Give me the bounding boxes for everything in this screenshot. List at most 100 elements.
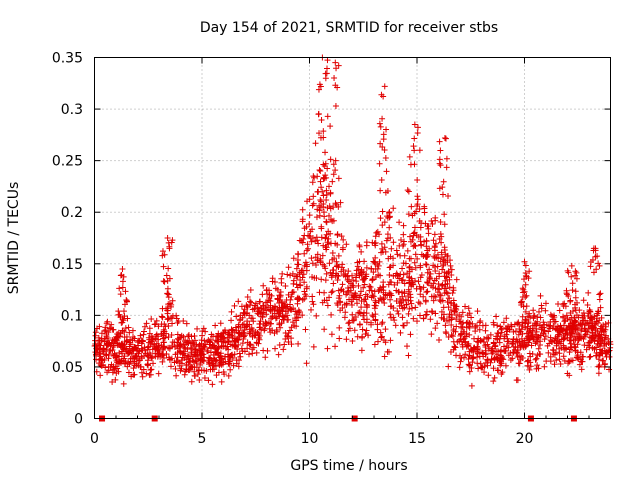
data-point: [169, 237, 176, 244]
data-point: [606, 347, 613, 354]
data-point: [220, 334, 227, 341]
data-point: [380, 283, 387, 290]
data-point: [503, 343, 510, 350]
data-point: [220, 369, 227, 376]
data-point: [372, 260, 379, 267]
data-point: [397, 296, 404, 303]
data-point: [414, 255, 421, 262]
data-point: [415, 234, 422, 241]
data-point: [513, 350, 520, 357]
data-point: [353, 296, 360, 303]
data-point: [570, 337, 577, 344]
data-point: [595, 363, 602, 370]
data-point: [434, 320, 441, 327]
data-point: [113, 336, 120, 343]
data-point: [387, 303, 394, 310]
data-point: [591, 346, 598, 353]
data-point: [122, 288, 129, 295]
data-point: [129, 333, 136, 340]
data-point: [360, 309, 367, 316]
data-point: [601, 334, 608, 341]
data-point: [361, 281, 368, 288]
data-point: [593, 315, 600, 322]
data-point: [148, 355, 155, 362]
data-point: [397, 329, 404, 336]
data-point: [226, 331, 233, 338]
data-point: [537, 292, 544, 299]
data-point: [531, 322, 538, 329]
data-point: [475, 365, 482, 372]
data-point: [186, 358, 193, 365]
data-point: [123, 298, 130, 305]
data-point: [485, 372, 492, 379]
data-point: [310, 193, 317, 200]
data-point: [329, 218, 336, 225]
data-point: [166, 275, 173, 282]
data-point: [161, 321, 168, 328]
data-point: [566, 334, 573, 341]
data-point: [521, 276, 528, 283]
data-point: [335, 203, 342, 210]
data-point: [275, 351, 282, 358]
data-point: [545, 349, 552, 356]
data-point: [406, 305, 413, 312]
data-point: [145, 334, 152, 341]
data-point: [407, 233, 414, 240]
data-point: [502, 362, 509, 369]
data-point: [519, 313, 526, 320]
data-point: [360, 298, 367, 305]
data-point: [569, 287, 576, 294]
data-point: [137, 332, 144, 339]
data-point: [103, 352, 110, 359]
data-point: [468, 314, 475, 321]
data-point: [441, 134, 448, 141]
data-point: [414, 193, 421, 200]
data-point: [488, 347, 495, 354]
data-point: [482, 344, 489, 351]
data-point: [464, 319, 471, 326]
data-point: [583, 320, 590, 327]
data-point: [316, 167, 323, 174]
data-point: [540, 331, 547, 338]
data-point: [443, 273, 450, 280]
data-point: [414, 124, 421, 131]
data-point: [235, 330, 242, 337]
data-point: [525, 313, 532, 320]
data-point: [301, 288, 308, 295]
data-point: [459, 309, 466, 316]
data-point: [338, 264, 345, 271]
data-point: [500, 319, 507, 326]
data-point: [578, 327, 585, 334]
data-point: [440, 261, 447, 268]
data-point: [275, 307, 282, 314]
data-point: [138, 369, 145, 376]
data-point: [434, 263, 441, 270]
data-point: [466, 310, 473, 317]
data-point: [247, 342, 254, 349]
data-point: [504, 335, 511, 342]
data-point: [345, 268, 352, 275]
data-point: [308, 255, 315, 262]
data-point: [329, 249, 336, 256]
data-point: [318, 184, 325, 191]
data-point: [549, 325, 556, 332]
data-point: [394, 279, 401, 286]
data-point: [322, 149, 329, 156]
data-point: [130, 365, 137, 372]
data-point: [199, 357, 206, 364]
data-point: [346, 319, 353, 326]
data-point: [406, 288, 413, 295]
data-point: [312, 140, 319, 147]
data-point: [381, 219, 388, 226]
data-point: [327, 156, 334, 163]
data-point: [381, 147, 388, 154]
data-point: [238, 345, 245, 352]
data-point: [194, 356, 201, 363]
data-point: [212, 348, 219, 355]
data-point: [436, 138, 443, 145]
data-point: [323, 187, 330, 194]
data-point: [353, 278, 360, 285]
data-point: [296, 269, 303, 276]
data-point: [402, 296, 409, 303]
data-point: [334, 84, 341, 91]
